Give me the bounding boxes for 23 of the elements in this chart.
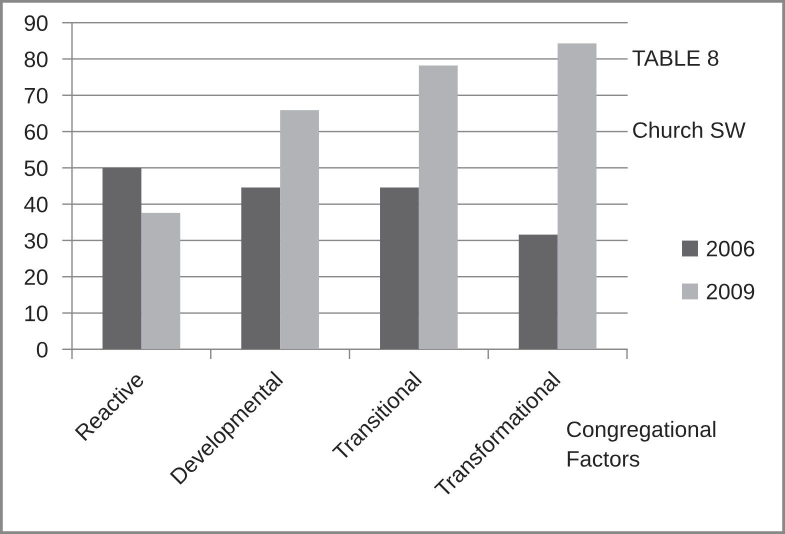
bar <box>518 234 558 350</box>
y-tick-label: 0 <box>36 342 48 358</box>
y-tick-label: 60 <box>24 124 48 140</box>
bar <box>380 187 419 350</box>
y-tick-label: 80 <box>24 52 48 68</box>
bar <box>241 187 280 350</box>
legend-label: 2006 <box>706 240 754 256</box>
y-tick-label: 30 <box>24 232 48 249</box>
x-axis-title: Congregational Factors <box>567 420 716 467</box>
y-tick-label: 70 <box>24 88 48 104</box>
bar <box>102 168 142 350</box>
text: TABLE 8 <box>632 50 718 66</box>
bar <box>418 66 458 350</box>
y-tick-label: 90 <box>24 15 48 31</box>
y-tick-label: 20 <box>24 269 48 285</box>
y-tick-label: 40 <box>24 196 48 212</box>
y-tick-label: 10 <box>25 306 48 322</box>
bar <box>141 212 180 350</box>
bar <box>558 43 596 350</box>
text: Church SW <box>633 122 746 138</box>
legend-label: 2009 <box>706 284 754 300</box>
bar <box>280 110 319 350</box>
y-tick-label: 50 <box>24 160 48 176</box>
